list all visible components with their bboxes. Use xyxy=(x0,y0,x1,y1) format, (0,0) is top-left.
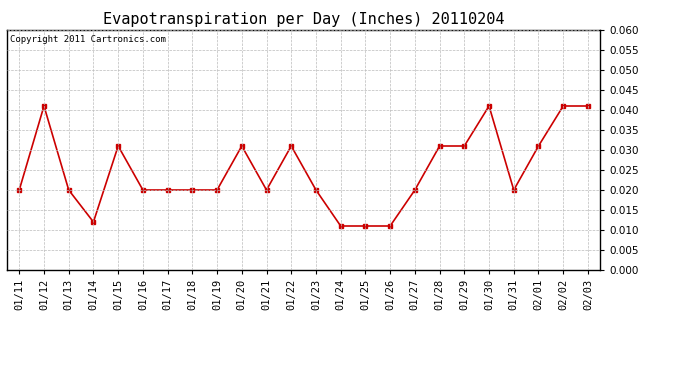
Title: Evapotranspiration per Day (Inches) 20110204: Evapotranspiration per Day (Inches) 2011… xyxy=(103,12,504,27)
Text: Copyright 2011 Cartronics.com: Copyright 2011 Cartronics.com xyxy=(10,35,166,44)
